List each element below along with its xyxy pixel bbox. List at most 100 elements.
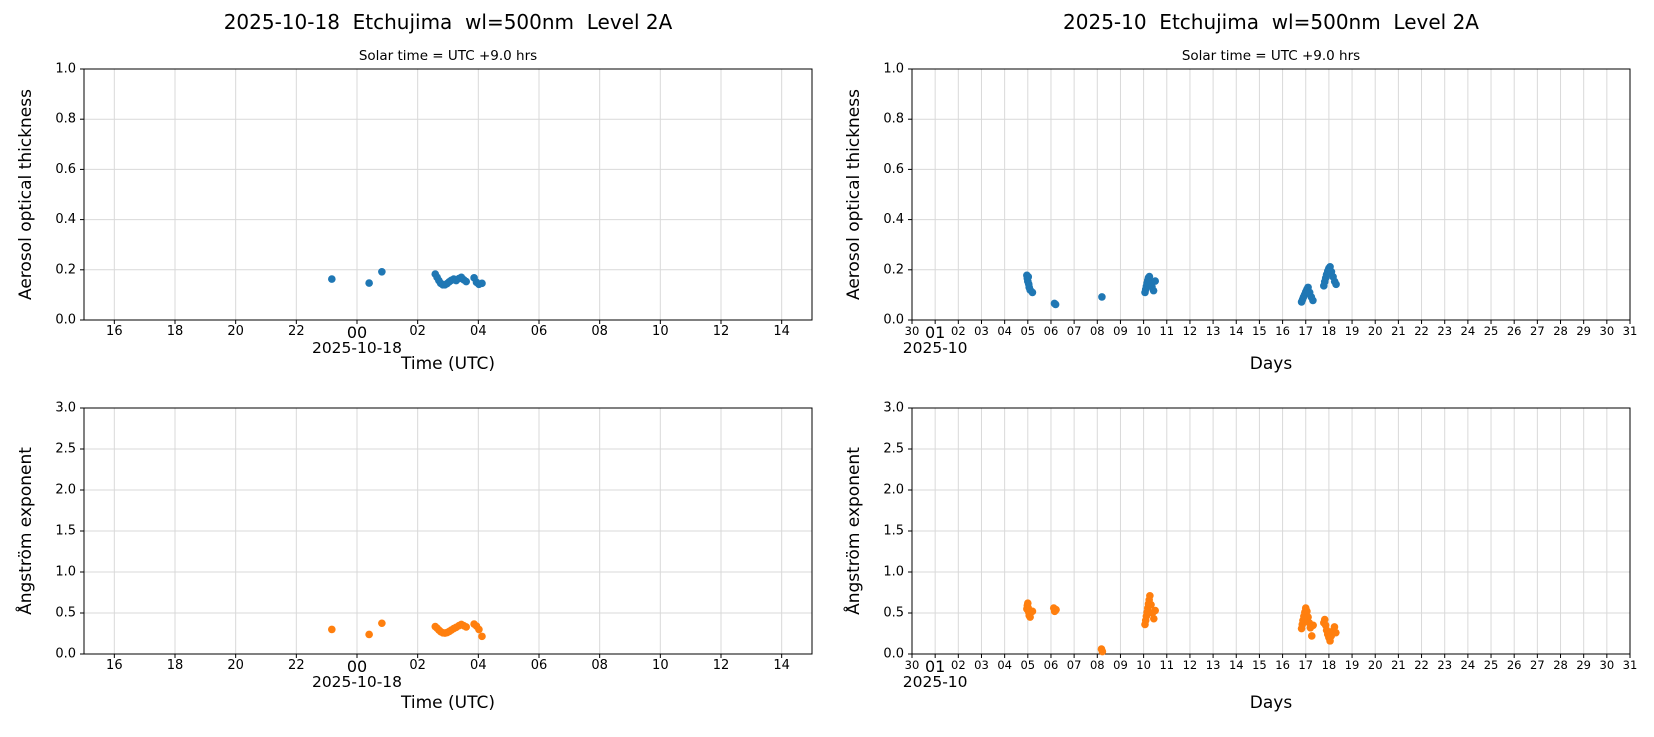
y-tick-label: 0.5: [883, 606, 904, 621]
x-tick-label: 16: [106, 658, 123, 673]
x-axis-offset-label: 2025-10-18: [312, 673, 402, 691]
x-tick-label: 18: [167, 324, 184, 339]
x-tick-label: 20: [227, 324, 244, 339]
x-tick-label: 30: [1600, 658, 1615, 672]
data-point: [1320, 615, 1329, 624]
x-axis-offset-label: 2025-10: [903, 673, 968, 691]
data-point: [1332, 280, 1340, 289]
axes-spines: [83, 407, 813, 655]
chart-title-aot-monthly: 2025-10 Etchujima wl=500nm Level 2A: [1063, 10, 1479, 34]
x-tick-label: 13: [1206, 658, 1221, 672]
x-axis-offset-label: 2025-10: [903, 339, 968, 357]
data-point: [365, 630, 373, 639]
chart-subtitle-aot-monthly: Solar time = UTC +9.0 hrs: [1181, 48, 1361, 64]
x-tick-label: 12: [1183, 324, 1198, 338]
y-tick-label: 0.8: [55, 112, 76, 127]
x-tick-label: 04: [470, 324, 487, 339]
x-tick-label: 08: [591, 658, 608, 673]
x-tick-label: 25: [1484, 324, 1499, 338]
x-tick-label: 28: [1553, 324, 1568, 338]
y-tick-label: 0.6: [55, 162, 76, 177]
x-axis-label: Time (UTC): [400, 693, 495, 713]
x-tick-label: 30: [1600, 324, 1615, 338]
data-point: [1303, 607, 1311, 616]
y-tick-label: 2.5: [883, 442, 904, 457]
x-tick-label: 31: [1623, 658, 1638, 672]
x-tick-label: 06: [1044, 658, 1059, 672]
x-tick-label: 18: [1322, 658, 1337, 672]
y-tick-label: 0.8: [883, 112, 904, 127]
x-tick-label: 23: [1437, 658, 1452, 672]
data-point: [378, 619, 386, 628]
x-tick-label: 03: [974, 658, 989, 672]
x-tick-label: 22: [1414, 324, 1429, 338]
x-tick-label: 04: [997, 658, 1012, 672]
x-tick-label: 24: [1461, 324, 1476, 338]
x-tick-label: 28: [1553, 658, 1568, 672]
x-tick-label: 29: [1576, 324, 1591, 338]
data-point: [1309, 621, 1317, 630]
data-point: [1150, 614, 1158, 623]
y-tick-label: 0.0: [883, 313, 904, 328]
x-tick-label: 26: [1507, 324, 1522, 338]
x-tick-label: 08: [1090, 658, 1105, 672]
x-tick-label: 31: [1623, 324, 1638, 338]
x-tick-label: 10: [1136, 324, 1151, 338]
x-tick-label: 02: [951, 658, 966, 672]
data-point: [328, 625, 336, 634]
data-point: [1051, 300, 1060, 309]
x-tick-label: 12: [713, 658, 730, 673]
data-point: [1304, 613, 1312, 621]
x-tick-label: 14: [773, 324, 790, 339]
x-tick-label: 04: [470, 658, 487, 673]
x-tick-label: 30: [905, 324, 920, 338]
chart-subtitle-aot-daily: Solar time = UTC +9.0 hrs: [358, 48, 538, 64]
x-tick-label: 01: [925, 657, 945, 676]
x-tick-label: 19: [1345, 324, 1360, 338]
y-tick-label: 2.0: [883, 483, 904, 498]
data-point: [1098, 647, 1107, 656]
x-tick-label: 08: [1090, 324, 1105, 338]
x-tick-label: 06: [1044, 324, 1059, 338]
x-tick-label: 20: [227, 658, 244, 673]
x-tick-label: 21: [1391, 324, 1406, 338]
x-tick-label: 07: [1067, 324, 1082, 338]
y-tick-label: 0.0: [55, 647, 76, 662]
data-point: [1330, 623, 1339, 631]
y-tick-label: 3.0: [883, 401, 904, 416]
x-tick-label: 16: [1275, 324, 1290, 338]
x-tick-label: 18: [1322, 324, 1337, 338]
x-tick-label: 22: [288, 658, 305, 673]
x-tick-label: 22: [1414, 658, 1429, 672]
x-tick-label: 14: [773, 658, 790, 673]
x-tick-label: 14: [1229, 324, 1244, 338]
y-axis-label: Ångström exponent: [842, 447, 864, 615]
x-tick-label: 12: [713, 324, 730, 339]
x-tick-label: 02: [409, 658, 426, 673]
x-tick-label: 14: [1229, 658, 1244, 672]
data-point: [1098, 293, 1106, 301]
x-tick-label: 20: [1368, 658, 1383, 672]
x-tick-label: 13: [1206, 324, 1221, 338]
y-tick-label: 1.5: [883, 524, 904, 539]
x-tick-label: 00: [347, 657, 367, 676]
x-tick-label: 23: [1437, 324, 1452, 338]
y-axis-label: Aerosol optical thickness: [844, 89, 864, 300]
x-tick-label: 10: [652, 658, 669, 673]
axes-spines: [83, 68, 813, 321]
x-tick-label: 02: [409, 324, 426, 339]
x-tick-label: 15: [1252, 658, 1267, 672]
data-point: [1028, 288, 1037, 297]
chart-title-aot-daily: 2025-10-18 Etchujima wl=500nm Level 2A: [223, 10, 673, 34]
x-tick-label: 16: [106, 324, 123, 339]
x-tick-label: 06: [531, 324, 548, 339]
x-tick-label: 11: [1159, 658, 1174, 672]
x-tick-label: 03: [974, 324, 989, 338]
x-axis-label: Time (UTC): [400, 354, 495, 374]
data-point: [378, 268, 386, 276]
x-tick-label: 19: [1345, 658, 1360, 672]
